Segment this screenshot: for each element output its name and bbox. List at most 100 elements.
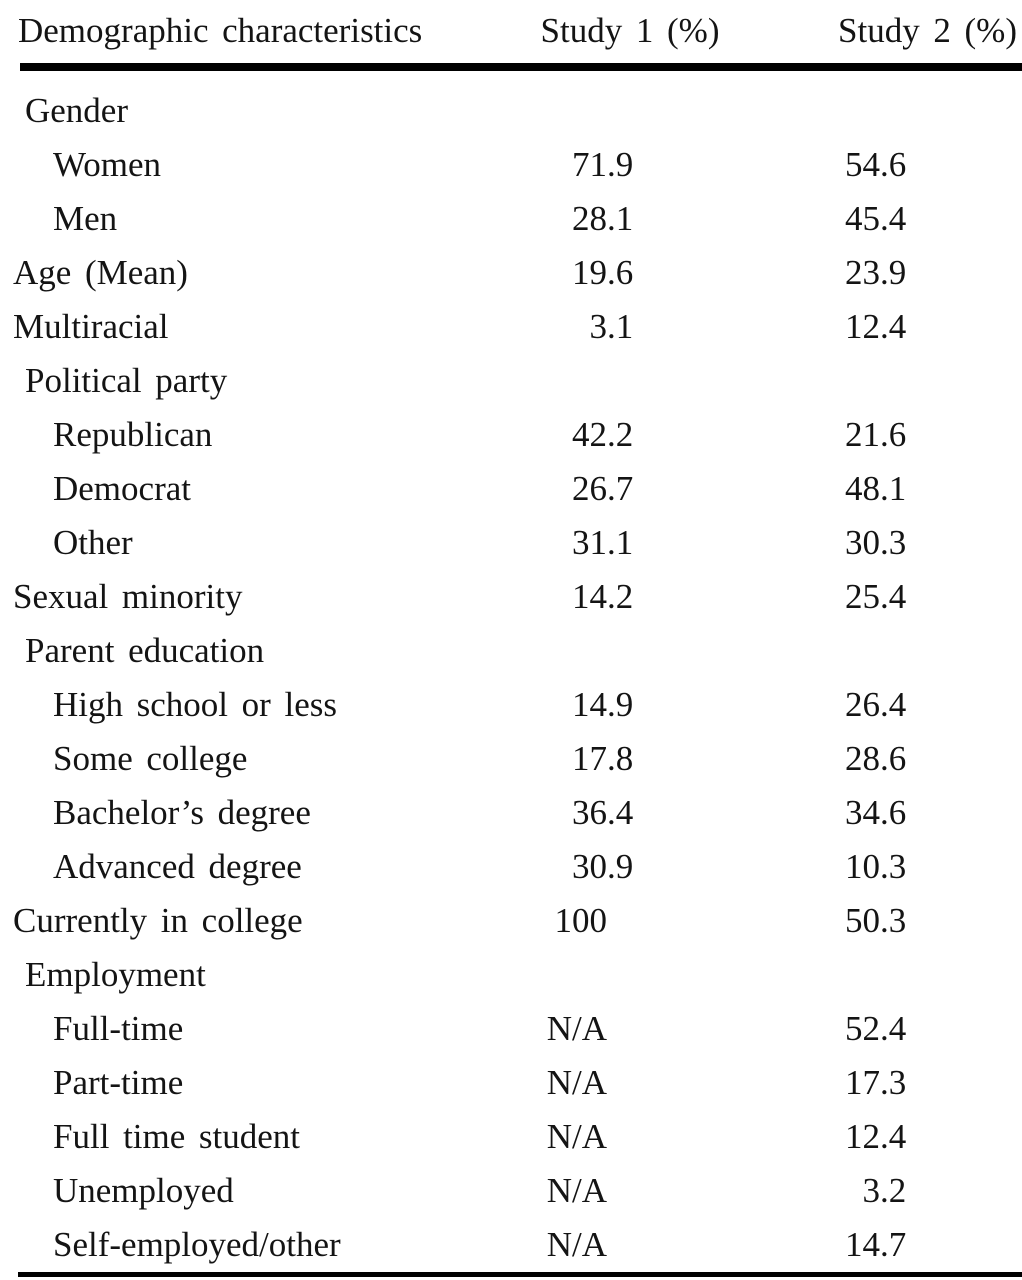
study2-value	[750, 361, 1022, 401]
study1-value	[510, 361, 750, 401]
study2-value-fraction: .3	[880, 1063, 907, 1102]
study1-value-fraction: .2	[607, 415, 634, 454]
study2-value-fraction: .6	[880, 739, 907, 778]
study2-value	[750, 91, 1022, 131]
study1-value: 26.7	[510, 469, 750, 509]
study1-value	[510, 631, 750, 671]
study2-value-integer: 48	[845, 469, 880, 508]
row-label: Gender	[25, 91, 129, 130]
study1-value-integer: N/A	[546, 1063, 607, 1102]
table-row: Sexual minority 14.2 25.4	[0, 570, 1022, 624]
study1-value-fraction: .9	[607, 847, 634, 886]
study1-value-fraction: .4	[607, 793, 634, 832]
study1-value: 14.2	[510, 577, 750, 617]
table-row: Democrat 26.7 48.1	[0, 462, 1022, 516]
study2-value	[750, 631, 1022, 671]
table-row: Part-time N/A 17.3	[0, 1056, 1022, 1110]
table-row: Political party	[0, 354, 1022, 408]
study2-value-integer: 12	[845, 307, 880, 346]
bottom-rule	[18, 1272, 1022, 1277]
table-row: Parent education	[0, 624, 1022, 678]
study1-value-integer: 19	[572, 253, 607, 292]
study2-value-fraction: .3	[880, 901, 907, 940]
study2-value-integer: 26	[845, 685, 880, 724]
table-row: Men 28.1 45.4	[0, 192, 1022, 246]
table-row: Age (Mean) 19.6 23.9	[0, 246, 1022, 300]
study2-value-integer: 50	[845, 901, 880, 940]
study2-value: 3.2	[750, 1171, 1022, 1211]
row-label: Advanced degree	[53, 847, 302, 886]
table-row: Advanced degree 30.9 10.3	[0, 840, 1022, 894]
study1-value: 36.4	[510, 793, 750, 833]
study1-value	[510, 955, 750, 995]
study2-value: 45.4	[750, 199, 1022, 239]
table-row: Full time student N/A 12.4	[0, 1110, 1022, 1164]
column-header-study-2: Study 2 (%)	[838, 11, 1017, 50]
study2-value: 10.3	[750, 847, 1022, 887]
study1-value-fraction: .1	[607, 307, 634, 346]
study2-value-integer: 28	[845, 739, 880, 778]
table-row: Currently in college 100 50.3	[0, 894, 1022, 948]
study1-value-integer: 71	[572, 145, 607, 184]
study2-value-integer: 34	[845, 793, 880, 832]
study1-value-fraction: .9	[607, 685, 634, 724]
table-row: Unemployed N/A 3.2	[0, 1164, 1022, 1218]
study1-value: 30.9	[510, 847, 750, 887]
row-label: Employment	[25, 955, 206, 994]
table-header-row: Demographic characteristics Study 1 (%) …	[0, 0, 1022, 63]
study1-value: 3.1	[510, 307, 750, 347]
study2-value-fraction: .4	[880, 1117, 907, 1156]
study2-value: 52.4	[750, 1009, 1022, 1049]
table-row: Employment	[0, 948, 1022, 1002]
study2-value-fraction: .4	[880, 307, 907, 346]
study2-value	[750, 955, 1022, 995]
study1-value: 100	[510, 901, 750, 941]
study2-value: 26.4	[750, 685, 1022, 725]
table-row: Other 31.1 30.3	[0, 516, 1022, 570]
row-label: Bachelor’s degree	[53, 793, 311, 832]
study1-value-integer: N/A	[546, 1009, 607, 1048]
study2-value: 23.9	[750, 253, 1022, 293]
study1-value: N/A	[510, 1171, 750, 1211]
study2-value-fraction: .9	[880, 253, 907, 292]
study1-value-integer: N/A	[546, 1225, 607, 1264]
study2-value: 48.1	[750, 469, 1022, 509]
row-label: Full-time	[53, 1009, 184, 1048]
row-label: Men	[53, 199, 118, 238]
study2-value: 28.6	[750, 739, 1022, 779]
study2-value-fraction: .2	[880, 1171, 907, 1210]
study1-value-integer: 28	[572, 199, 607, 238]
study2-value: 34.6	[750, 793, 1022, 833]
study1-value-integer: N/A	[546, 1117, 607, 1156]
study1-value: 14.9	[510, 685, 750, 725]
row-label: Full time student	[53, 1117, 301, 1156]
study1-value: N/A	[510, 1117, 750, 1157]
column-header-study-1: Study 1 (%)	[540, 11, 720, 50]
study2-value-integer: 25	[845, 577, 880, 616]
study1-value-fraction: .9	[607, 145, 634, 184]
study2-value-fraction: .3	[880, 523, 907, 562]
study2-value-fraction: .6	[880, 415, 907, 454]
study1-value: N/A	[510, 1225, 750, 1265]
column-header-demographic-characteristics: Demographic characteristics	[18, 11, 423, 50]
table-row: Republican 42.2 21.6	[0, 408, 1022, 462]
study1-value-integer: 30	[572, 847, 607, 886]
study1-value-fraction: .1	[607, 523, 634, 562]
row-label: High school or less	[53, 685, 337, 724]
row-label: Sexual minority	[13, 577, 243, 616]
study1-value-integer: 3	[589, 307, 608, 346]
study2-value-integer: 54	[845, 145, 880, 184]
row-label: Multiracial	[13, 307, 169, 346]
row-label: Women	[53, 145, 161, 184]
study2-value: 50.3	[750, 901, 1022, 941]
study2-value-fraction: .4	[880, 577, 907, 616]
study1-value: 19.6	[510, 253, 750, 293]
study2-value-integer: 10	[845, 847, 880, 886]
study2-value-integer: 30	[845, 523, 880, 562]
study1-value-integer: 42	[572, 415, 607, 454]
study2-value-integer: 21	[845, 415, 880, 454]
study1-value-fraction: .1	[607, 199, 634, 238]
row-label: Some college	[53, 739, 248, 778]
study1-value-fraction: .2	[607, 577, 634, 616]
